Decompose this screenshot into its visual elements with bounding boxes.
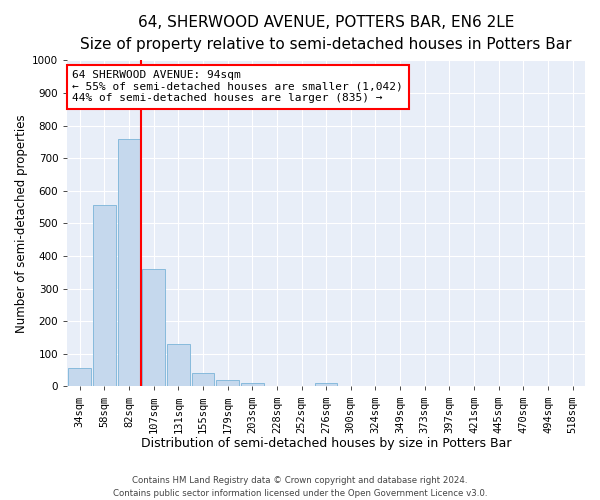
Bar — [216, 380, 239, 386]
X-axis label: Distribution of semi-detached houses by size in Potters Bar: Distribution of semi-detached houses by … — [141, 437, 511, 450]
Y-axis label: Number of semi-detached properties: Number of semi-detached properties — [15, 114, 28, 332]
Bar — [68, 368, 91, 386]
Bar — [191, 372, 214, 386]
Text: 64 SHERWOOD AVENUE: 94sqm
← 55% of semi-detached houses are smaller (1,042)
44% : 64 SHERWOOD AVENUE: 94sqm ← 55% of semi-… — [73, 70, 403, 103]
Bar — [315, 383, 337, 386]
Bar — [142, 269, 165, 386]
Bar — [167, 344, 190, 387]
Bar — [241, 383, 263, 386]
Title: 64, SHERWOOD AVENUE, POTTERS BAR, EN6 2LE
Size of property relative to semi-deta: 64, SHERWOOD AVENUE, POTTERS BAR, EN6 2L… — [80, 15, 572, 52]
Text: Contains HM Land Registry data © Crown copyright and database right 2024.
Contai: Contains HM Land Registry data © Crown c… — [113, 476, 487, 498]
Bar — [118, 138, 140, 386]
Bar — [93, 206, 116, 386]
